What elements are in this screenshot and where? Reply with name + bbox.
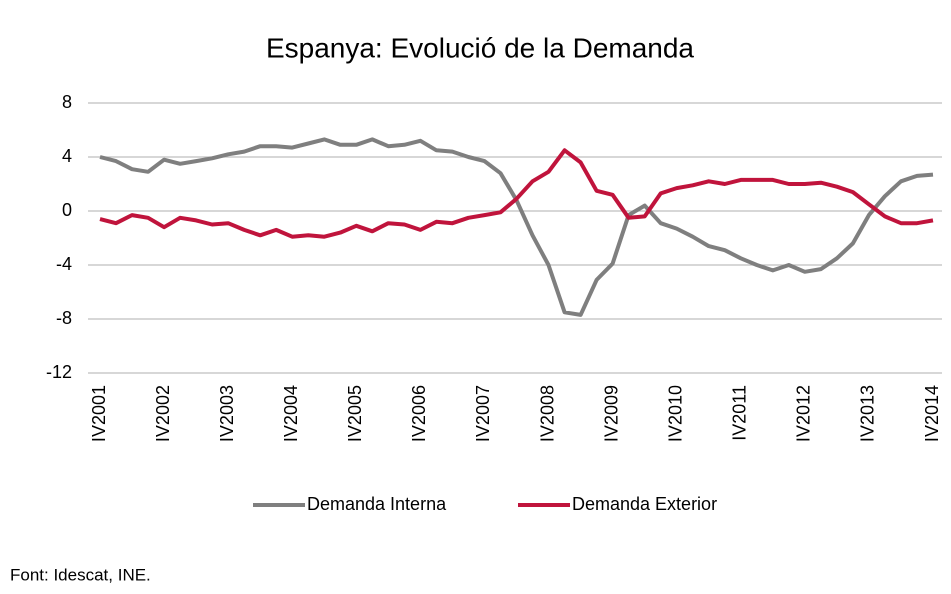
legend-label: Demanda Exterior — [572, 494, 717, 514]
x-tick-label: IV2011 — [730, 385, 750, 441]
legend-label: Demanda Interna — [307, 494, 447, 514]
y-tick-label: -4 — [56, 254, 72, 274]
x-tick-label: IV2001 — [89, 385, 109, 442]
y-tick-label: 8 — [62, 92, 72, 112]
x-tick-label: IV2004 — [281, 385, 301, 442]
x-tick-label: IV2013 — [858, 385, 878, 442]
x-tick-label: IV2007 — [473, 385, 493, 442]
x-tick-label: IV2008 — [537, 385, 557, 442]
x-tick-label: IV2010 — [665, 385, 685, 442]
data-line — [99, 148, 934, 239]
x-tick-label: IV2009 — [601, 385, 621, 442]
source-note: Font: Idescat, INE. — [10, 565, 151, 584]
x-tick-label: IV2012 — [794, 385, 814, 442]
y-tick-label: 0 — [62, 200, 72, 220]
data-line — [99, 137, 934, 317]
x-tick-label: IV2003 — [217, 385, 237, 442]
y-tick-label: -8 — [56, 308, 72, 328]
x-tick-label: IV2002 — [153, 385, 173, 442]
x-tick-label: IV2006 — [409, 385, 429, 442]
x-tick-label: IV2005 — [345, 385, 365, 442]
y-tick-label: 4 — [62, 146, 72, 166]
chart-title: Espanya: Evolució de la Demanda — [266, 32, 694, 63]
y-tick-label: -12 — [46, 362, 72, 382]
x-tick-label: IV2014 — [922, 385, 942, 442]
